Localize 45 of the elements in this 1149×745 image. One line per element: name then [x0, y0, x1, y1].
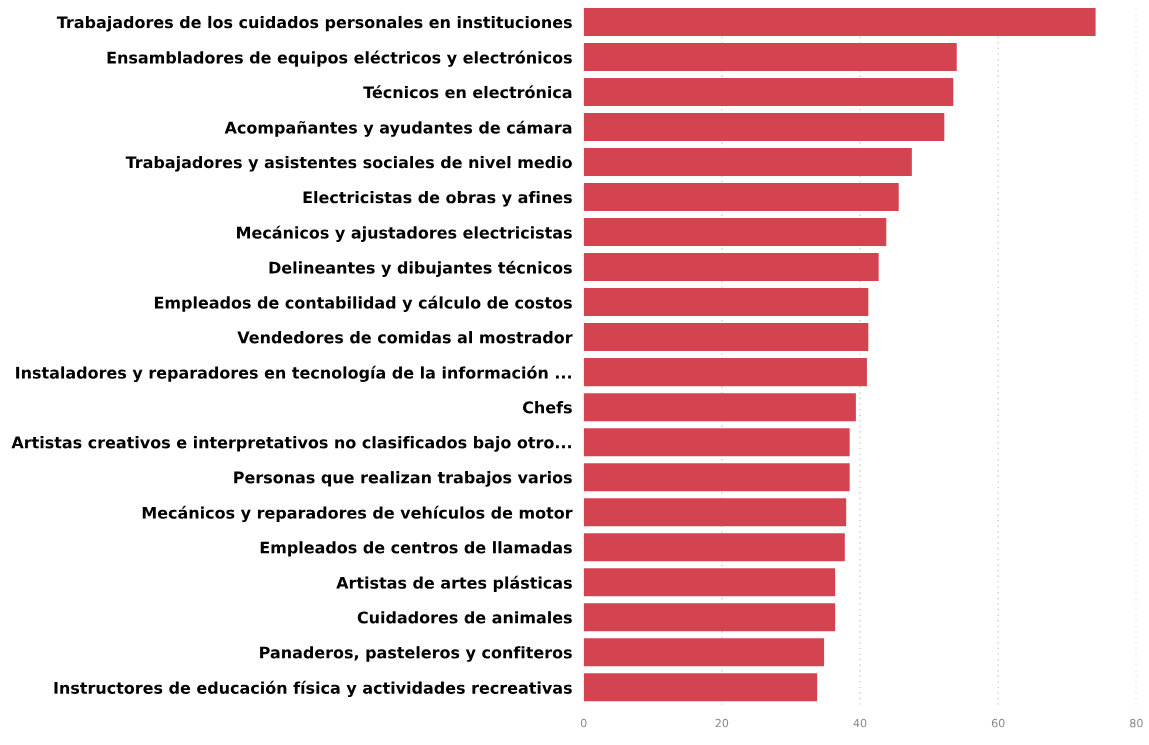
y-tick-label: Delineantes y dibujantes técnicos — [269, 260, 572, 277]
y-tick-label: Ensambladores de equipos eléctricos y electrónicos — [107, 50, 572, 67]
bar — [583, 673, 818, 702]
y-tick-label: Artistas de artes plásticas — [336, 575, 572, 592]
y-tick-label: Empleados de centros de llamadas — [260, 541, 572, 557]
y-tick-label: Trabajadores y asistentes sociales de nivel medio — [125, 155, 572, 172]
bar — [583, 638, 825, 667]
bar — [583, 603, 836, 632]
bar — [583, 393, 856, 422]
y-tick-label: Artistas creativos e interpretativos no clasificados bajo otro... — [11, 436, 571, 452]
x-tick-label: 0 — [580, 718, 587, 728]
y-tick-label: Instaladores y reparadores en tecnología de la información ... — [16, 365, 571, 382]
y-tick-label: Chefs — [523, 401, 572, 414]
bar — [583, 288, 869, 317]
bar — [583, 183, 899, 212]
y-tick-label: Vendedores de comidas al mostrador — [237, 331, 573, 344]
bar — [583, 218, 887, 247]
bar — [583, 568, 836, 597]
bar — [583, 463, 850, 492]
bar — [583, 42, 957, 71]
x-tick-label: 60 — [991, 718, 1005, 728]
y-tick-label: Cuidadores de animales — [357, 611, 572, 624]
bar — [583, 323, 869, 352]
bar — [583, 148, 912, 177]
x-tick-label: 40 — [853, 718, 867, 728]
x-tick-label: 80 — [1130, 718, 1143, 728]
x-tick-label: 20 — [715, 718, 729, 728]
bar — [583, 533, 845, 562]
bar — [583, 7, 1096, 36]
y-tick-label: Instructores de educación física y actividades recreativas — [54, 680, 572, 698]
y-tick-label: Técnicos en electrónica — [363, 85, 572, 99]
bar — [583, 78, 954, 107]
bar — [583, 253, 879, 282]
bar — [583, 498, 847, 527]
y-tick-label: Empleados de contabilidad y cálculo de costos — [154, 295, 572, 312]
y-tick-label: Acompañantes y ayudantes de cámara — [224, 120, 572, 137]
y-tick-label: Mecánicos y reparadores de vehículos de motor — [142, 505, 573, 523]
bar — [583, 113, 945, 142]
bar — [583, 358, 867, 387]
y-tick-label: Panaderos, pasteleros y confiteros — [260, 646, 572, 662]
y-tick-label: Mecánicos y ajustadores electricistas — [237, 225, 572, 242]
y-tick-label: Electricistas de obras y afines — [303, 190, 572, 207]
bar — [583, 428, 850, 457]
y-tick-label: Trabajadores de los cuidados personales en instituciones — [56, 15, 572, 32]
y-tick-label: Personas que realizan trabajos varios — [234, 471, 572, 487]
